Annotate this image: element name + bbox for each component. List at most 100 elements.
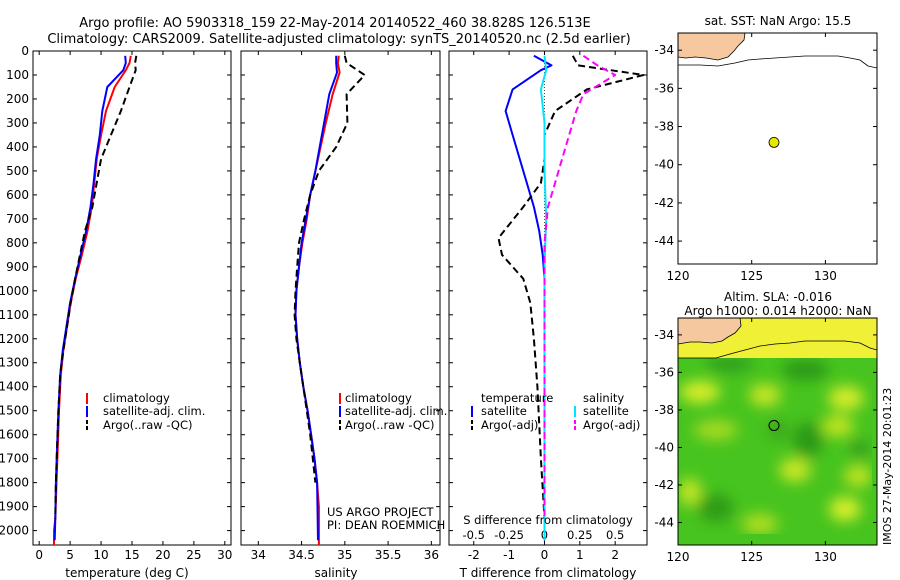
y-tick-label: 100 xyxy=(6,68,29,82)
sst-map-frame xyxy=(677,32,878,265)
x-tick-label: 35.5 xyxy=(375,548,402,562)
sla-map-contour xyxy=(678,340,877,359)
x-tick-label: 25 xyxy=(186,548,201,562)
y-tick-label: 600 xyxy=(6,188,29,202)
map-y-tick-label: -38 xyxy=(654,120,674,134)
x2-tick-label: 0.25 xyxy=(567,528,593,542)
map-y-tick-label: -44 xyxy=(654,515,674,529)
x2-tick-label: -0.5 xyxy=(463,528,485,542)
x-tick-label: 0 xyxy=(541,548,549,562)
sla-heatmap xyxy=(678,318,877,545)
y-tick-label: 1100 xyxy=(0,308,29,322)
map-x-tick-label: 130 xyxy=(814,269,837,283)
map-y-tick-label: -44 xyxy=(654,234,674,248)
salinity-legend: climatology satellite-adj. clim. Argo(..… xyxy=(339,391,447,432)
sst-map-land xyxy=(678,33,746,61)
map-x-tick-label: 130 xyxy=(814,550,837,564)
legend-title-salinity: salinity xyxy=(583,391,624,405)
x-tick-label: 1 xyxy=(576,548,584,562)
y-tick-label: 1300 xyxy=(0,356,29,370)
y-tick-label: 1600 xyxy=(0,428,29,442)
legend-label-climatology: climatology xyxy=(345,391,412,405)
imos-timestamp: IMOS 27-May-2014 20:01:23 xyxy=(881,388,894,545)
legend-label-t-argo: Argo(-adj) xyxy=(481,418,538,432)
salinity-panel: 34 34.5 35 35.5 36 salinity climatology sate… xyxy=(240,50,447,580)
series-line-satellite-adj-clim- xyxy=(294,55,338,541)
series-line-argo-adj- xyxy=(497,55,645,519)
series-line-climatology xyxy=(53,55,132,545)
series-line-argo-raw-qc- xyxy=(54,55,138,519)
x2-tick-label: -0.25 xyxy=(494,528,524,542)
series-line-climatology xyxy=(294,55,341,545)
x-tick-label: -2 xyxy=(468,548,480,562)
y-tick-label: 1800 xyxy=(0,476,29,490)
salinity-axes-frame xyxy=(240,50,441,546)
temperature-axes-frame xyxy=(32,50,232,546)
map-y-tick-label: -40 xyxy=(654,440,674,454)
sla-map-land xyxy=(678,318,742,345)
map-y-tick-label: -36 xyxy=(654,81,674,95)
y-tick-label: 1700 xyxy=(0,452,29,466)
x-tick-label: 34.5 xyxy=(288,548,315,562)
y-tick-label: 500 xyxy=(6,164,29,178)
y-tick-label: 1000 xyxy=(0,284,29,298)
figure-title-line2: Climatology: CARS2009. Satellite-adjuste… xyxy=(47,32,630,47)
x-tick-label: 0 xyxy=(35,548,43,562)
x-tick-label: 2 xyxy=(611,548,619,562)
salinity-xlabel: salinity xyxy=(314,566,357,580)
map-y-tick-label: -40 xyxy=(654,158,674,172)
y-tick-label: 800 xyxy=(6,236,29,250)
y-tick-label: 1400 xyxy=(0,380,29,394)
project-label: US ARGO PROJECT xyxy=(327,505,435,519)
x-tick-label: 10 xyxy=(93,548,108,562)
series-line-argo-raw-qc- xyxy=(293,55,366,483)
y-tick-label: 0 xyxy=(21,44,29,58)
map-y-tick-label: -34 xyxy=(654,43,674,57)
differences-panel: -2 -1 0 1 2-0.5 -0.25 0 0.25 0.5 S difference fr… xyxy=(448,50,648,580)
sst-map-title: sat. SST: NaN Argo: 15.5 xyxy=(705,14,852,28)
legend-label-t-satellite: satellite xyxy=(481,404,527,418)
differences-axes-frame xyxy=(448,50,648,546)
x-tick-label: 34 xyxy=(251,548,266,562)
x-tick-label: 36 xyxy=(424,548,439,562)
figure-title-line1: Argo profile: AO 5903318_159 22-May-2014… xyxy=(79,16,591,31)
temperature-legend: climatology satellite-adj. clim. Argo(..… xyxy=(86,391,205,432)
y-tick-label: 400 xyxy=(6,140,29,154)
y-tick-label: 1900 xyxy=(0,500,29,514)
legend-title-temperature: temperature xyxy=(481,391,553,405)
sst-map-ocean xyxy=(678,33,877,264)
map-y-tick-label: -36 xyxy=(654,365,674,379)
y-tick-label: 2000 xyxy=(0,524,29,538)
map-y-tick-label: -34 xyxy=(654,328,674,342)
map-y-tick-label: -42 xyxy=(654,196,674,210)
temperature-panel: 0100200300400500600700800900100011001200… xyxy=(0,44,232,580)
pi-label: PI: DEAN ROEMMICH xyxy=(327,518,445,532)
differences-legend: temperature salinity satellite Argo(-adj… xyxy=(471,391,640,432)
x-tick-label: -1 xyxy=(503,548,515,562)
legend-label-satellite: satellite-adj. clim. xyxy=(345,404,447,418)
y-tick-label: 1500 xyxy=(0,404,29,418)
sla-map-panel: Altim. SLA: -0.016 Argo h1000: 0.014 h20… xyxy=(654,290,894,564)
x-tick-label: 35 xyxy=(337,548,352,562)
sst-map-panel: sat. SST: NaN Argo: 15.5 -34 -36 -38 -40 -42… xyxy=(654,14,878,283)
map-y-tick-label: -42 xyxy=(654,478,674,492)
map-x-tick-label: 120 xyxy=(667,269,690,283)
x2-tick-label: 0.5 xyxy=(606,528,624,542)
legend-label-s-argo: Argo(-adj) xyxy=(583,418,640,432)
t-difference-label: T difference from climatology xyxy=(459,566,637,580)
map-x-tick-label: 125 xyxy=(740,269,763,283)
x-tick-label: 30 xyxy=(217,548,232,562)
temperature-xlabel: temperature (deg C) xyxy=(65,566,188,580)
argo-position-marker-outline xyxy=(768,420,780,431)
y-tick-label: 1200 xyxy=(0,332,29,346)
series-line-argo-adj- xyxy=(543,54,617,519)
legend-label-s-satellite: satellite xyxy=(583,404,629,418)
x-tick-label: 15 xyxy=(124,548,139,562)
legend-label-argo: Argo(..raw -QC) xyxy=(103,418,193,432)
legend-label-satellite: satellite-adj. clim. xyxy=(103,404,205,418)
s-difference-label: S difference from climatology xyxy=(463,513,633,527)
map-y-tick-label: -38 xyxy=(654,403,674,417)
argo-position-marker xyxy=(768,136,780,148)
y-tick-label: 300 xyxy=(6,116,29,130)
